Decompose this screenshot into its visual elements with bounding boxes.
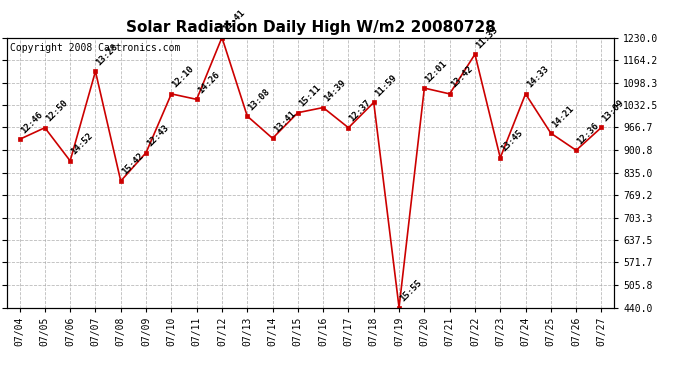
Text: 13:09: 13:09 <box>600 98 626 123</box>
Text: 13:42: 13:42 <box>448 64 474 90</box>
Text: 11:33: 11:33 <box>474 25 500 50</box>
Text: 13:08: 13:08 <box>246 87 272 112</box>
Text: 12:37: 12:37 <box>348 98 373 123</box>
Text: 14:21: 14:21 <box>550 104 575 129</box>
Text: 13:28: 13:28 <box>95 42 120 67</box>
Text: 14:33: 14:33 <box>524 64 550 90</box>
Text: 13:45: 13:45 <box>500 128 525 154</box>
Text: 14:39: 14:39 <box>322 78 348 104</box>
Text: 13:41: 13:41 <box>272 109 297 134</box>
Text: 11:59: 11:59 <box>373 73 398 98</box>
Text: 11:41: 11:41 <box>221 8 246 33</box>
Text: 14:52: 14:52 <box>69 131 95 157</box>
Text: 12:46: 12:46 <box>19 110 44 135</box>
Text: 12:01: 12:01 <box>424 58 449 84</box>
Text: 14:26: 14:26 <box>196 70 221 95</box>
Title: Solar Radiation Daily High W/m2 20080728: Solar Radiation Daily High W/m2 20080728 <box>126 20 495 35</box>
Text: 12:10: 12:10 <box>170 64 196 90</box>
Text: 12:43: 12:43 <box>145 123 170 148</box>
Text: 15:55: 15:55 <box>398 278 424 303</box>
Text: 12:50: 12:50 <box>44 98 70 123</box>
Text: Copyright 2008 Cartronics.com: Copyright 2008 Cartronics.com <box>10 43 180 53</box>
Text: 12:36: 12:36 <box>575 121 601 146</box>
Text: 15:11: 15:11 <box>297 83 322 108</box>
Text: 15:42: 15:42 <box>120 152 146 177</box>
